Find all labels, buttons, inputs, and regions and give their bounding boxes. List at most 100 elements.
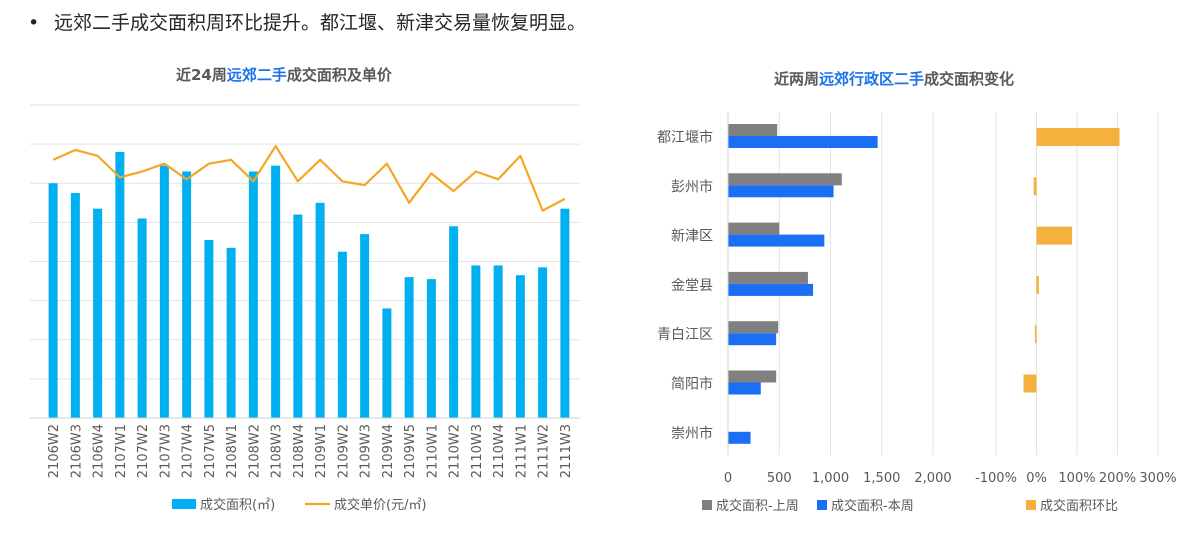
left-x-tick-label: 2108W1	[225, 424, 240, 478]
left-x-tick-label: 2108W2	[247, 424, 262, 478]
pct-x-tick-label: 300%	[1139, 471, 1176, 486]
left-x-tick-label: 2109W4	[381, 424, 396, 478]
pct-change-bar	[1034, 325, 1037, 344]
area-bar	[449, 226, 459, 418]
district-label: 金堂县	[671, 278, 713, 294]
area-bar	[70, 193, 80, 418]
pct-change-bar	[1036, 275, 1039, 294]
area-bar	[560, 208, 570, 418]
left-x-tick-label: 2109W2	[336, 424, 351, 478]
legend-label-price: 成交单价(元/㎡)	[334, 497, 427, 513]
area-bar	[360, 234, 370, 418]
legend-label-area: 成交面积(㎡)	[200, 497, 275, 513]
right-x-tick-label: 500	[767, 471, 792, 486]
area-bar	[115, 151, 125, 418]
left-x-tick-label: 2106W2	[47, 424, 62, 478]
legend-swatch-this-week	[817, 500, 827, 510]
left-x-tick-label: 2109W1	[314, 424, 329, 478]
area-bar	[471, 265, 481, 418]
district-label: 彭州市	[671, 178, 713, 195]
right-x-tick-label: 2,000	[914, 471, 951, 486]
area-bar	[93, 208, 103, 418]
area-bar	[159, 165, 169, 418]
left-x-tick-label: 2109W3	[359, 424, 374, 478]
area-bar	[426, 279, 436, 418]
left-x-tick-label: 2106W3	[69, 424, 84, 478]
left-x-tick-label: 2107W2	[136, 424, 151, 478]
area-bar	[204, 239, 214, 418]
legend-label-last-week: 成交面积-上周	[716, 498, 799, 514]
right-x-tick-label: 0	[724, 471, 732, 486]
headline-text: 远郊二手成交面积周环比提升。都江堰、新津交易量恢复明显。	[54, 12, 587, 34]
area-bar	[404, 277, 414, 418]
district-label: 青白江区	[657, 327, 713, 343]
this-week-bar	[728, 382, 761, 395]
last-week-bar	[728, 173, 842, 186]
area-bar	[337, 251, 347, 418]
right-title-part1: 近两周	[774, 70, 820, 88]
area-bar	[515, 275, 525, 418]
area-bar	[293, 214, 303, 418]
area-bar	[248, 171, 258, 418]
right-title-highlight: 远郊行政区二手	[819, 70, 925, 88]
this-week-bar	[728, 185, 834, 198]
left-title-part1: 近24周	[176, 66, 227, 84]
area-bar	[48, 183, 58, 418]
last-week-bar	[728, 321, 779, 334]
bullet: •	[28, 12, 40, 34]
left-x-tick-label: 2107W4	[181, 424, 196, 478]
left-x-tick-label: 2107W5	[203, 424, 218, 478]
pct-x-tick-label: 0%	[1026, 471, 1047, 486]
legend-label-this-week: 成交面积-本周	[831, 498, 914, 514]
last-week-bar	[728, 370, 777, 383]
left-x-tick-label: 2108W4	[292, 424, 307, 478]
pct-x-tick-label: -100%	[975, 471, 1017, 486]
this-week-bar	[728, 283, 814, 296]
left-title-part3: 成交面积及单价	[286, 66, 392, 84]
headline: • 远郊二手成交面积周环比提升。都江堰、新津交易量恢复明显。	[28, 8, 586, 35]
legend-swatch-last-week	[702, 500, 712, 510]
left-title-highlight: 远郊二手	[226, 66, 287, 84]
right-x-tick-label: 1,000	[812, 471, 849, 486]
area-bar	[226, 247, 236, 418]
price-line	[52, 144, 566, 212]
left-x-tick-label: 2111W2	[537, 424, 552, 478]
left-x-tick-label: 2110W4	[492, 424, 507, 478]
legend-swatch-pct	[1026, 500, 1036, 510]
left-x-tick-label: 2109W5	[403, 424, 418, 478]
left-x-tick-label: 2108W3	[270, 424, 285, 478]
legend-label-pct: 成交面积环比	[1040, 498, 1118, 514]
left-chart-title: 近24周远郊二手成交面积及单价	[176, 64, 392, 85]
pct-x-tick-label: 200%	[1099, 471, 1136, 486]
left-x-tick-label: 2107W1	[114, 424, 129, 478]
this-week-bar	[728, 333, 777, 346]
pct-change-bar	[1036, 128, 1120, 146]
district-label: 新津区	[671, 229, 713, 245]
area-bar	[538, 267, 548, 418]
last-week-bar	[728, 222, 780, 235]
area-bar	[182, 171, 192, 418]
pct-change-bar	[1033, 177, 1037, 196]
left-x-tick-label: 2110W2	[448, 424, 463, 478]
left-x-tick-label: 2107W3	[158, 424, 173, 478]
right-chart-title: 近两周远郊行政区二手成交面积变化	[774, 68, 1014, 89]
district-label: 都江堰市	[657, 129, 713, 146]
left-x-tick-label: 2111W3	[559, 424, 574, 478]
area-bar	[271, 165, 281, 418]
area-bar	[382, 308, 392, 418]
pct-x-tick-label: 100%	[1058, 471, 1095, 486]
left-x-tick-label: 2110W3	[470, 424, 485, 478]
pct-change-bar	[1036, 226, 1073, 245]
right-x-tick-label: 1,500	[863, 471, 900, 486]
this-week-bar	[728, 136, 878, 148]
district-label: 简阳市	[671, 376, 713, 393]
left-x-tick-label: 2106W4	[92, 424, 107, 478]
area-bar	[315, 202, 325, 418]
area-bar	[493, 265, 503, 418]
left-x-tick-label: 2111W1	[514, 424, 529, 478]
area-bar	[137, 218, 147, 418]
district-label: 崇州市	[671, 425, 713, 442]
legend-swatch-area	[172, 499, 196, 509]
last-week-bar	[728, 271, 808, 284]
